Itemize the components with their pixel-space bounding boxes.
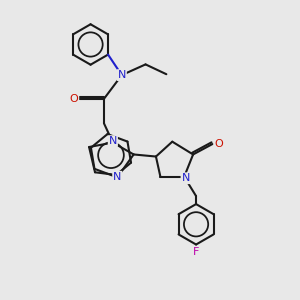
Text: O: O — [214, 139, 223, 149]
Text: N: N — [109, 136, 117, 146]
Text: O: O — [69, 94, 78, 104]
Text: F: F — [193, 247, 199, 257]
Text: N: N — [182, 173, 190, 183]
Text: N: N — [118, 70, 126, 80]
Text: N: N — [113, 172, 122, 182]
